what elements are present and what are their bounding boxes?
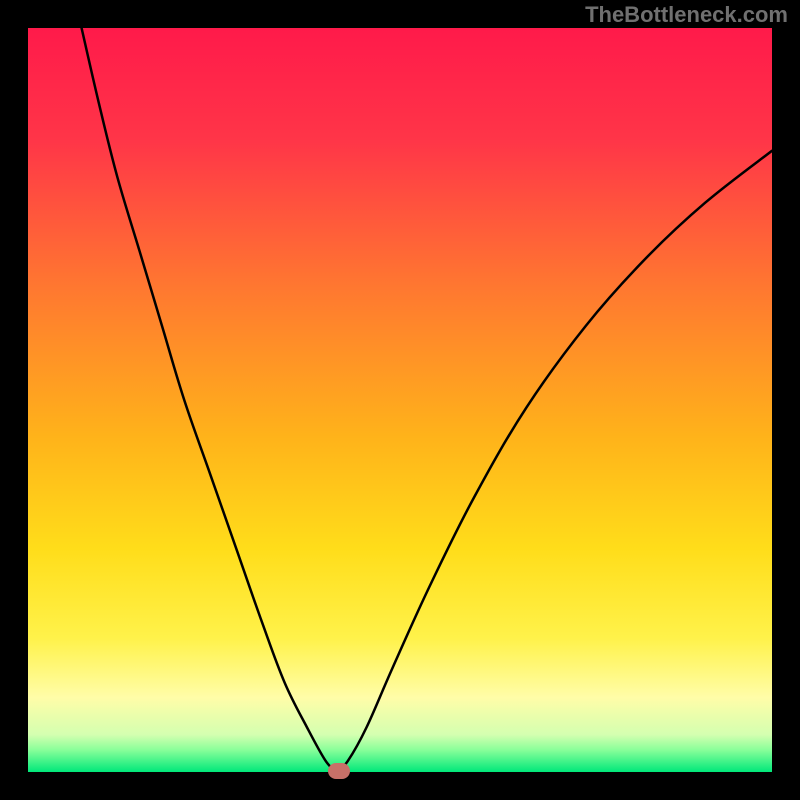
optimal-point-marker xyxy=(328,763,350,779)
watermark-text: TheBottleneck.com xyxy=(585,2,788,28)
bottleneck-curve xyxy=(28,28,772,772)
plot-area xyxy=(28,28,772,772)
bottleneck-chart: TheBottleneck.com xyxy=(0,0,800,800)
